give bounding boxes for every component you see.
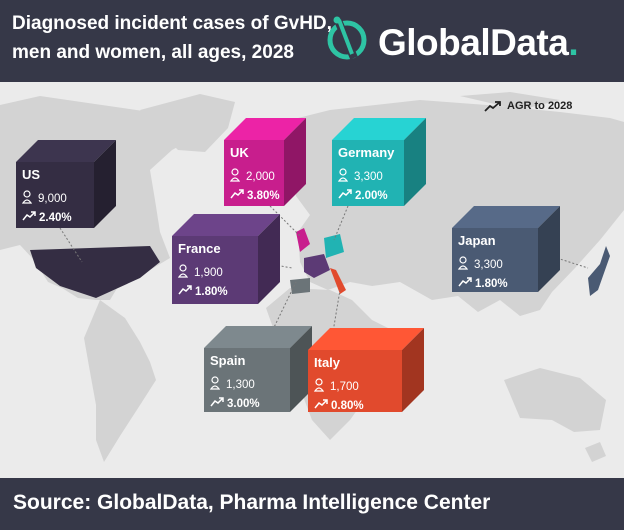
country-label-us: US [22,167,40,182]
legend: AGR to 2028 [484,100,572,112]
cases-value-italy: 1,700 [330,381,359,393]
country-box-us: US 9,000 2.40% [16,140,160,298]
country-label-italy: Italy [314,355,341,370]
connector-line-uk [269,205,301,237]
trend-arrow-icon [458,277,472,287]
cases-value-uk: 2,000 [246,171,275,183]
country-label-france: France [178,241,221,256]
agr-value-france: 1.80% [195,286,228,298]
box-side-japan [538,206,560,292]
box-side-spain [290,326,312,412]
box-side-france [258,214,280,304]
globaldata-logo-icon [327,16,367,60]
box-top-uk [224,118,306,140]
country-label-germany: Germany [338,145,395,160]
country-shape-france [304,254,330,278]
box-front-italy [308,350,402,412]
footer-bar: Source: GlobalData, Pharma Intelligence … [0,478,624,530]
box-side-germany [404,118,426,206]
trend-arrow-icon [210,397,224,407]
cases-value-france: 1,900 [194,267,223,279]
source-text: Source: GlobalData, Pharma Intelligence … [13,491,491,514]
cases-value-spain: 1,300 [226,379,255,391]
agr-value-spain: 3.00% [227,398,260,410]
person-icon [21,190,33,204]
person-icon [457,256,469,270]
country-box-japan: Japan 3,300 1.80% [452,206,610,296]
box-top-italy [308,328,424,350]
connector-line-us [59,227,83,263]
person-icon [209,376,221,390]
box-side-uk [284,118,306,206]
box-side-us [94,140,116,228]
box-top-spain [204,326,312,348]
agr-value-us: 2.40% [39,212,72,224]
person-icon [229,168,241,182]
legend-label: AGR to 2028 [507,100,573,112]
trend-arrow-icon [484,101,501,112]
box-top-germany [332,118,426,140]
globaldata-logo-text: GlobalData. [378,22,579,63]
cases-value-germany: 3,300 [354,171,383,183]
trend-arrow-icon [22,211,36,221]
country-box-germany: Germany 3,300 2.00% [324,118,426,258]
country-shape-germany [324,234,344,258]
trend-arrow-icon [314,399,328,409]
country-shape-italy [330,268,346,294]
country-label-uk: UK [230,145,249,160]
header-bar: Diagnosed incident cases of GvHD, men an… [0,0,624,82]
box-front-france [172,236,258,304]
title-line-1: Diagnosed incident cases of GvHD, [12,13,332,34]
agr-value-italy: 0.80% [331,400,364,412]
country-label-japan: Japan [458,233,496,248]
trend-arrow-icon [338,189,352,199]
country-shape-japan [588,246,610,296]
country-box-france: France 1,900 1.80% [172,214,330,304]
country-shape-us [30,246,160,298]
person-icon [177,264,189,278]
agr-value-germany: 2.00% [355,190,388,202]
box-top-japan [452,206,560,228]
page-title: Diagnosed incident cases of GvHD, men an… [12,9,332,67]
box-top-us [16,140,116,162]
trend-arrow-icon [178,285,192,295]
country-label-spain: Spain [210,353,245,368]
cases-value-japan: 3,300 [474,259,503,271]
agr-value-japan: 1.80% [475,278,508,290]
title-line-2: men and women, all ages, 2028 [12,42,294,63]
box-top-france [172,214,280,236]
country-shape-uk [296,228,310,252]
person-icon [313,378,325,392]
cases-value-us: 9,000 [38,193,67,205]
person-icon [337,168,349,182]
country-box-italy: Italy 1,700 0.80% [308,268,424,412]
box-side-italy [402,328,424,412]
country-shape-spain [290,278,310,294]
box-front-germany [332,140,404,206]
country-box-spain: Spain 1,300 3.00% [204,278,312,412]
agr-value-uk: 3.80% [247,190,280,202]
trend-arrow-icon [230,189,244,199]
country-box-uk: UK 2,000 3.80% [224,118,310,252]
